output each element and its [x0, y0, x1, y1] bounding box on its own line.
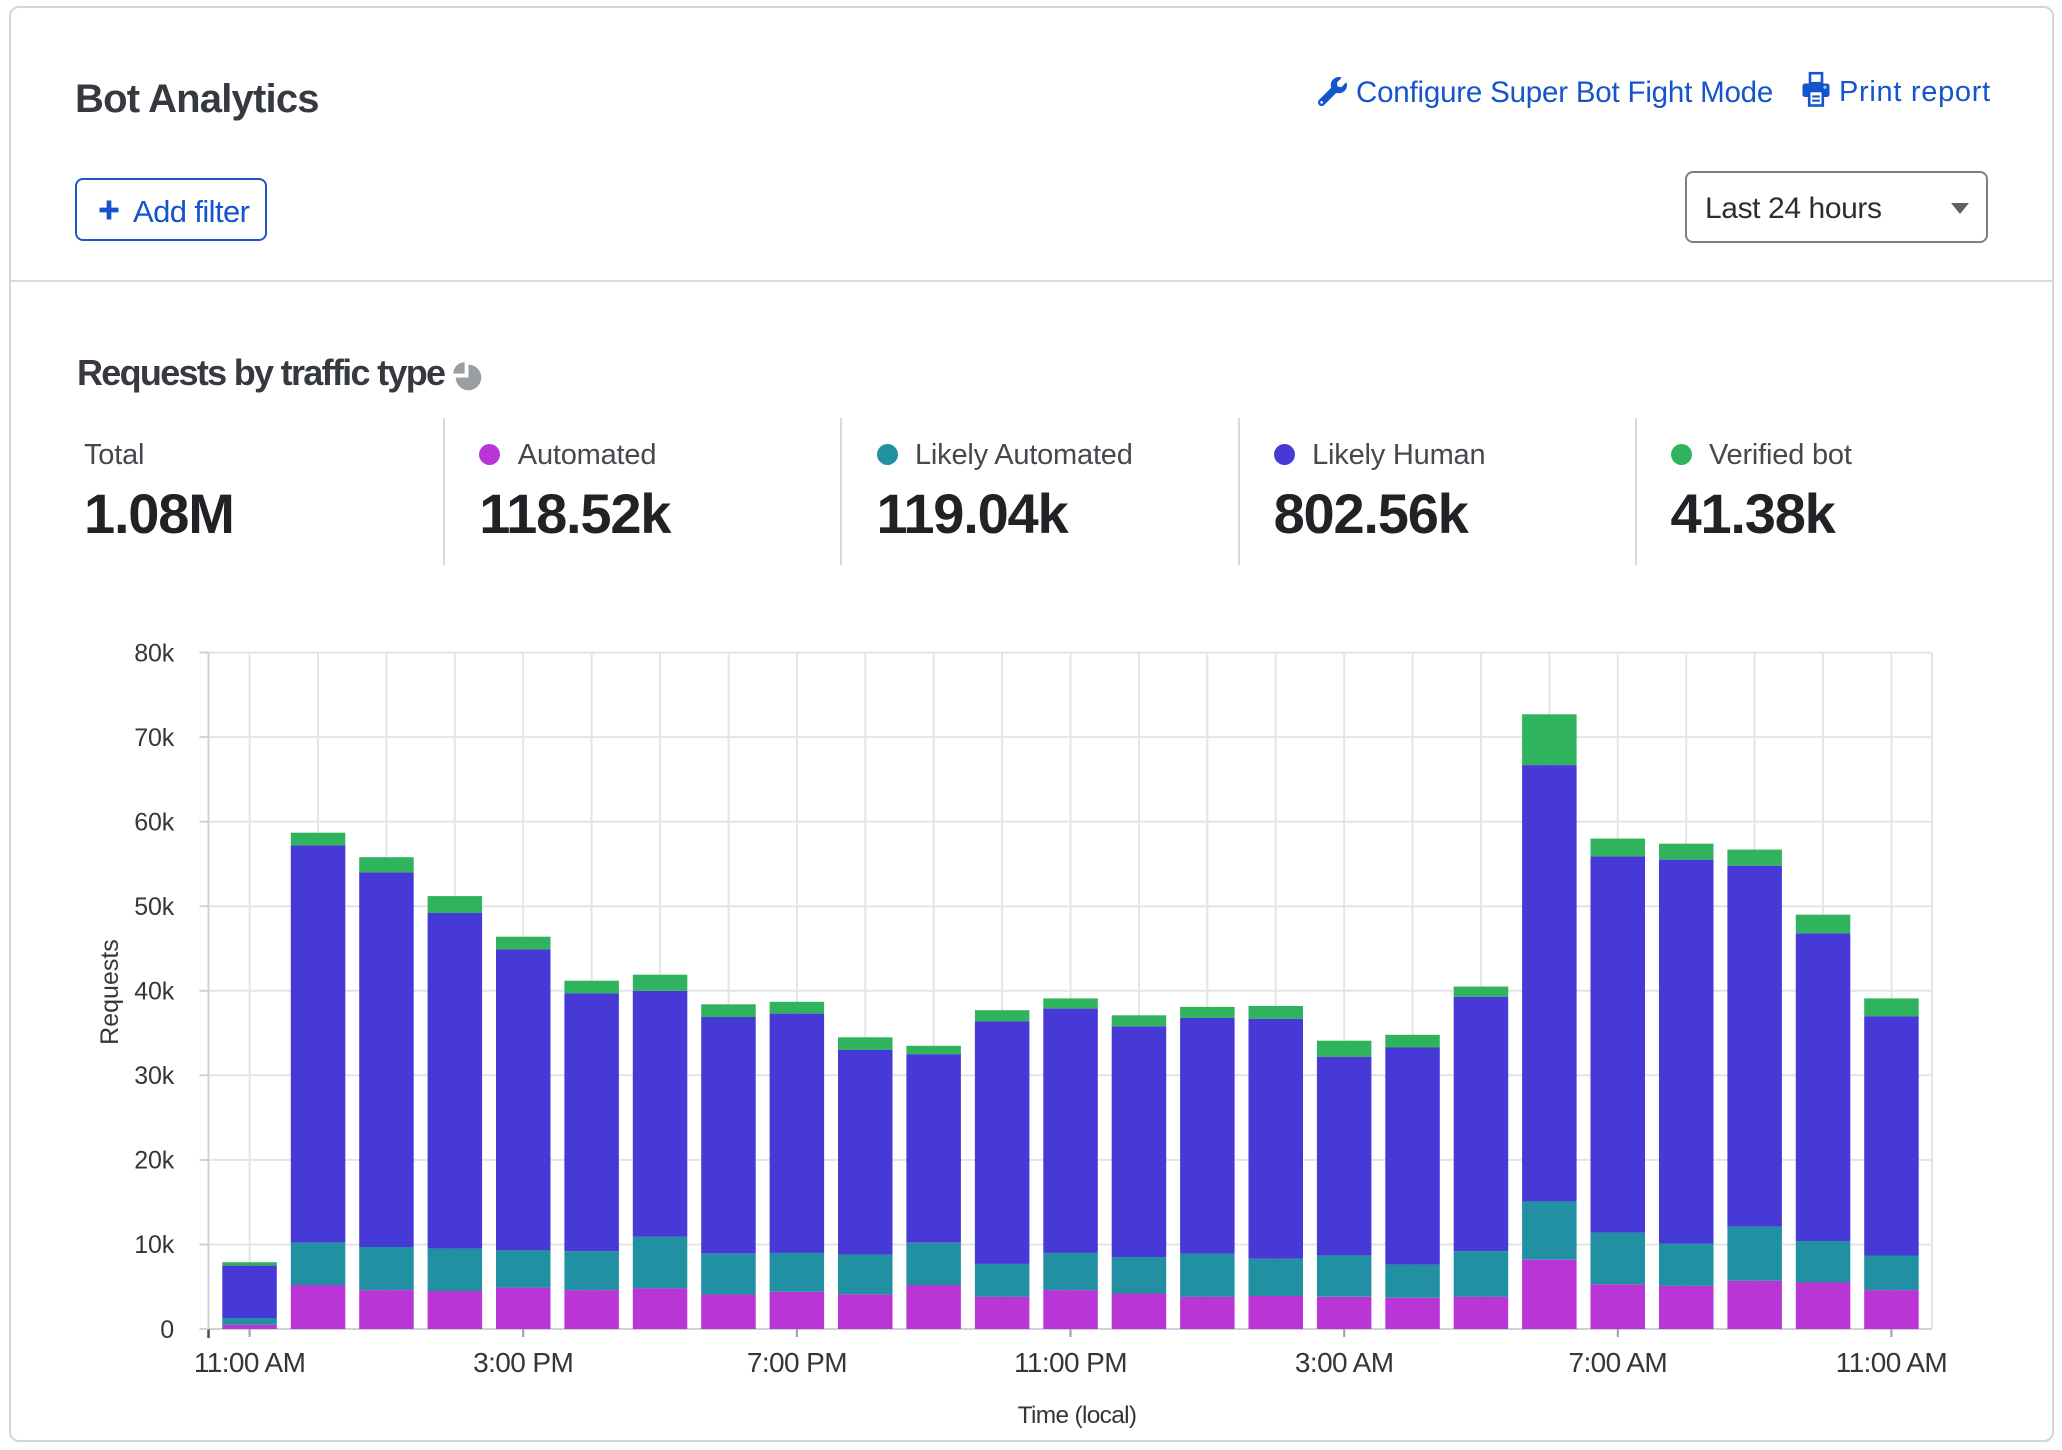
svg-text:10k: 10k: [134, 1231, 174, 1259]
svg-text:40k: 40k: [134, 978, 174, 1006]
svg-text:11:00 AM: 11:00 AM: [194, 1347, 305, 1378]
svg-text:80k: 80k: [134, 639, 174, 667]
svg-text:Requests: Requests: [96, 939, 124, 1045]
svg-text:11:00 PM: 11:00 PM: [1014, 1347, 1127, 1378]
svg-text:7:00 AM: 7:00 AM: [1569, 1347, 1668, 1378]
svg-text:30k: 30k: [134, 1062, 174, 1090]
svg-text:11:00 AM: 11:00 AM: [1836, 1347, 1947, 1378]
svg-text:60k: 60k: [134, 809, 174, 837]
svg-text:50k: 50k: [134, 893, 174, 921]
svg-text:70k: 70k: [134, 724, 174, 752]
svg-text:3:00 AM: 3:00 AM: [1295, 1347, 1394, 1378]
svg-text:20k: 20k: [134, 1147, 174, 1175]
svg-text:Time (local): Time (local): [1018, 1402, 1137, 1429]
svg-text:0: 0: [160, 1316, 174, 1344]
svg-text:3:00 PM: 3:00 PM: [473, 1347, 573, 1378]
svg-text:7:00 PM: 7:00 PM: [747, 1347, 847, 1378]
